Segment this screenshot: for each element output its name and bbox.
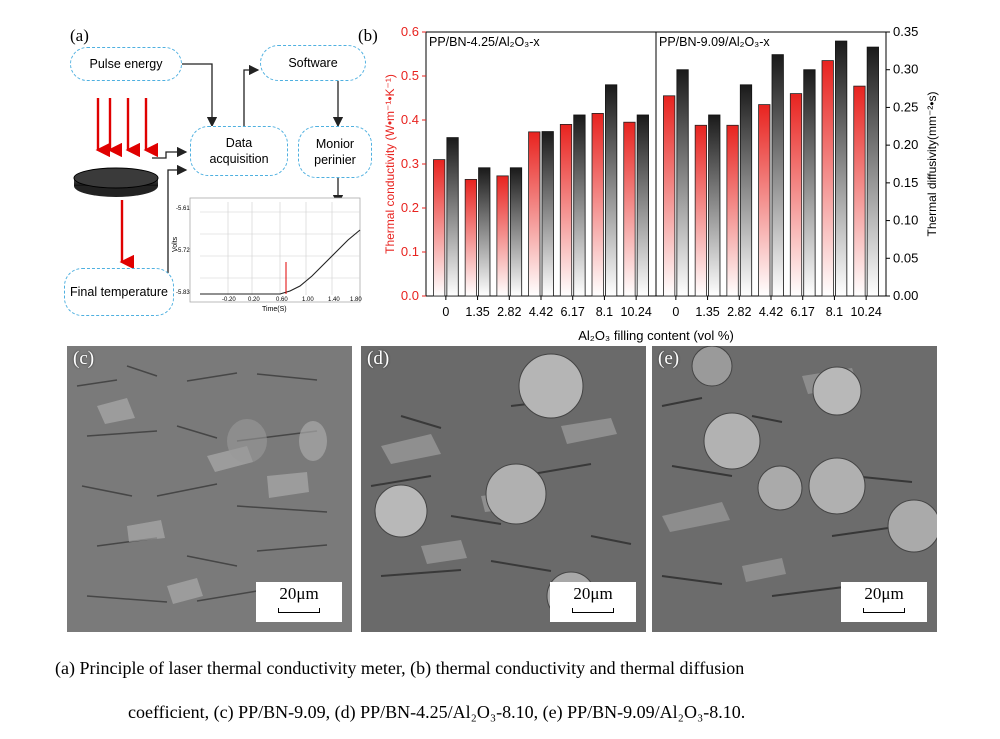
diffusivity-bar [636,114,649,297]
conductivity-bar [821,60,834,297]
final-temperature-box: Final temperature [64,268,174,316]
x-tick-label: 4.42 [529,305,553,319]
x-tick-label: 0 [672,305,679,319]
inset-xtick: 1.00 [302,297,314,303]
conductivity-bar [623,121,636,297]
left-tick-label: 0.0 [401,288,419,303]
diffusivity-bar [478,167,491,297]
conductivity-bar [496,175,509,297]
laser-flash-diagram [73,63,361,303]
right-tick-label: 0.20 [893,137,918,152]
x-tick-label: 1.35 [465,305,489,319]
conductivity-bar [758,104,771,297]
panel-a-label: (a) [70,26,89,45]
panel-b-label: (b) [358,26,378,45]
inset-xtick: 1.80 [350,297,362,303]
laser-pulse-arrows [95,98,158,270]
diffusivity-bar [605,84,618,297]
inset-xtick: 0.60 [276,297,288,303]
diffusivity-bar [803,69,816,297]
right-tick-label: 0.30 [893,62,918,77]
sem-d-label: (d) [367,348,390,369]
diffusivity-bar [708,114,721,297]
inset-ytick: -5.72 [176,248,190,254]
sem-e-label: (e) [658,348,680,369]
sem-image-e: (e) 20μm [652,346,937,632]
x-tick-label: 1.35 [695,305,719,319]
arrow-data-to-software [243,64,260,126]
software-box: Software [260,45,366,81]
diffusivity-bar [446,137,459,297]
conductivity-bar-chart: 0.0 0.1 0.2 0.3 0.4 0.5 0.6 0.00 0.05 0.10 0.15 0.2… [383,24,939,343]
scale-bar-d: 20μm [550,582,636,622]
inset-xtick: 0.20 [248,297,260,303]
conductivity-bar [694,124,707,297]
diffusivity-bar [835,40,848,297]
arrow-final-to-data [167,164,188,286]
inset-ytick: -5.61 [176,206,190,212]
data-acquisition-box: Data acquisition [190,126,288,176]
x-tick-label: 8.1 [826,305,843,319]
figure-caption-line1: (a) Principle of laser thermal conductiv… [55,658,745,678]
diffusivity-bar [866,46,879,297]
sem-image-d: (d) 20μm [361,346,646,632]
conductivity-bar [559,124,573,297]
diffusivity-bar [771,54,784,297]
x-tick-label: 2.82 [497,305,521,319]
conductivity-bar [853,85,866,297]
x-tick-label: 2.82 [727,305,751,319]
diffusivity-bar [573,114,586,297]
arrow-pulse-to-data [182,63,218,128]
conductivity-bar [591,113,604,297]
pulse-energy-box: Pulse energy [70,47,182,81]
x-tick-label: 10.24 [621,305,652,319]
left-tick-label: 0.5 [401,68,419,83]
x-axis-title: Al₂O₃ filling content (vol %) [578,328,734,343]
sem-c-label: (c) [73,348,95,369]
sample-disk-icon [73,167,159,197]
x-tick-label: 4.42 [759,305,783,319]
figure-caption-line2: coefficient, (c) PP/BN-9.09, (d) PP/BN-4… [128,702,746,722]
inset-xlabel: Time(S) [262,306,287,313]
arrow-sample-to-data [152,146,188,159]
group-label: PP/BN-4.25/Al₂O₃-x [429,35,540,49]
right-tick-label: 0.15 [893,175,918,190]
conductivity-bar [789,93,803,297]
diffusivity-bar [509,167,523,297]
conductivity-bar [433,159,446,297]
scale-bar-c: 20μm [256,582,342,622]
x-tick-label: 10.24 [851,305,882,319]
conductivity-bar [528,131,541,297]
group-label: PP/BN-9.09/Al₂O₃-x [659,35,770,49]
left-tick-label: 0.6 [401,24,419,39]
sem-image-c: (c) 20μm [67,346,352,632]
right-axis-title: Thermal diffusivity(mm⁻²•s) [925,92,939,237]
inset-ytick: -5.83 [176,290,190,296]
right-tick-label: 0.10 [893,213,918,228]
conductivity-bar [464,178,477,297]
conductivity-bar [663,95,676,297]
scale-bar-e: 20μm [841,582,927,622]
left-tick-label: 0.3 [401,156,419,171]
conductivity-bar [726,124,739,297]
right-tick-label: 0.05 [893,250,918,265]
x-tick-label: 6.17 [561,305,585,319]
diffusivity-bar [739,84,753,297]
right-tick-label: 0.25 [893,99,918,114]
inset-xtick: -0.20 [222,297,236,303]
left-tick-label: 0.4 [401,112,419,127]
left-tick-label: 0.2 [401,200,419,215]
inset-xtick: 1.40 [328,297,340,303]
x-tick-label: 8.1 [596,305,613,319]
diffusivity-bar [676,69,689,297]
left-axis-title: Thermal conductivity (W•m⁻¹•K⁻¹) [383,74,397,254]
x-tick-label: 6.17 [791,305,815,319]
monitor-printer-box: Monior perinier [298,126,372,178]
x-tick-label: 0 [442,305,449,319]
diffusivity-bar [541,131,554,297]
right-tick-label: 0.00 [893,288,918,303]
left-tick-label: 0.1 [401,244,419,259]
right-tick-label: 0.35 [893,24,918,39]
voltage-time-plot [189,197,361,303]
